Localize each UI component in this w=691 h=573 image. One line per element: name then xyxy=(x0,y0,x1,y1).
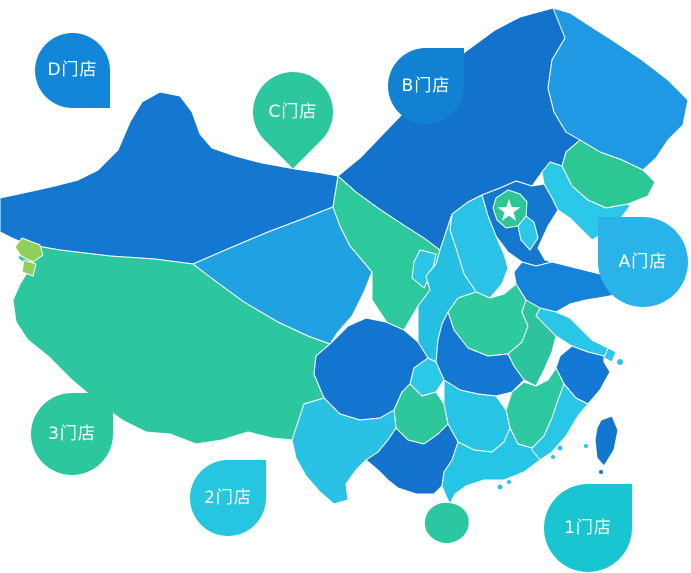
province-hainan[interactable] xyxy=(424,501,470,544)
province-heilongjiang[interactable] xyxy=(547,7,689,171)
province-hubei[interactable] xyxy=(435,311,525,397)
island-dot xyxy=(617,359,623,365)
island-dot xyxy=(507,480,511,484)
island-dot xyxy=(551,455,555,459)
province-qinghai[interactable] xyxy=(192,206,373,345)
store-marker-1[interactable]: D门店 xyxy=(35,33,110,108)
island-dot xyxy=(599,470,603,474)
island-dot xyxy=(557,445,563,451)
province-guangdong[interactable] xyxy=(441,427,541,505)
island-dot xyxy=(584,444,588,448)
store-marker-3[interactable]: B门店 xyxy=(388,48,464,124)
store-marker-4[interactable]: A门店 xyxy=(598,217,688,307)
province-shanghai[interactable] xyxy=(603,347,617,363)
province-aksai-west-1[interactable] xyxy=(14,237,44,263)
store-marker-6[interactable]: 2门店 xyxy=(190,460,266,536)
store-marker-label: A门店 xyxy=(618,251,668,272)
store-marker-label: C门店 xyxy=(268,101,318,122)
province-guangxi[interactable] xyxy=(365,423,459,495)
province-tianjin[interactable] xyxy=(517,215,539,251)
province-taiwan[interactable] xyxy=(594,415,619,467)
store-marker-7[interactable]: 1门店 xyxy=(544,484,632,572)
store-marker-label: 3门店 xyxy=(48,423,96,444)
store-marker-label: B门店 xyxy=(401,75,451,96)
province-yunnan[interactable] xyxy=(291,397,397,505)
store-marker-label: 1门店 xyxy=(564,517,612,538)
store-marker-5[interactable]: 3门店 xyxy=(31,393,113,475)
province-aksai-west-2[interactable] xyxy=(21,259,37,277)
store-marker-label: 2门店 xyxy=(204,487,252,508)
island-dot xyxy=(497,484,503,490)
store-marker-label: D门店 xyxy=(47,60,98,80)
province-zhejiang[interactable] xyxy=(555,345,611,405)
capital-star-icon xyxy=(497,199,521,221)
province-ningxia[interactable] xyxy=(411,249,437,289)
